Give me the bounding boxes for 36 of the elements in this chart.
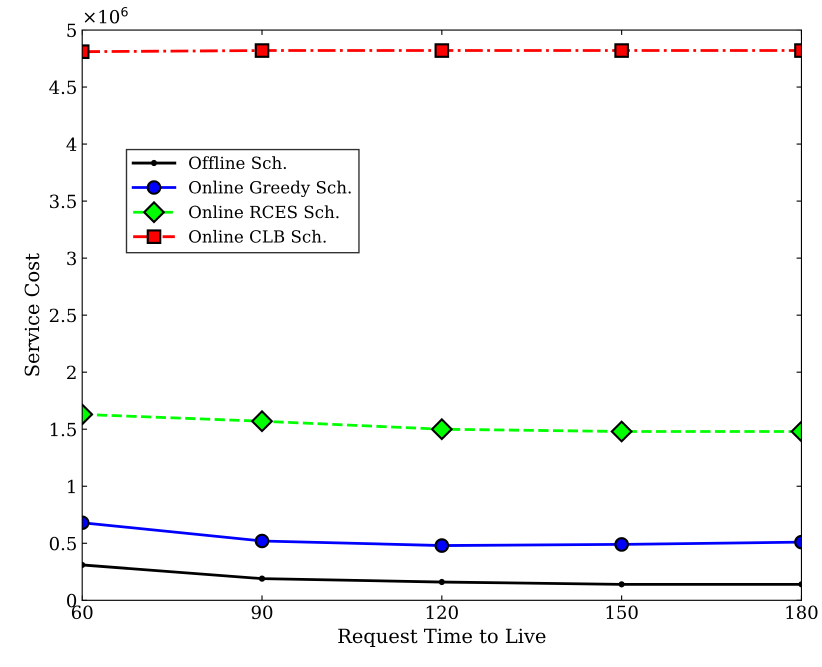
x-tick-label: 180	[786, 605, 818, 620]
legend-label: Online Greedy Sch.	[189, 180, 351, 198]
x-tick-label: 90	[252, 605, 272, 620]
point	[614, 537, 629, 552]
y-tick-label: 0	[67, 594, 76, 608]
x-tick-label: 60	[72, 605, 92, 620]
legend-label: Online RCES Sch.	[189, 205, 339, 218]
y-tick-label: 3.5	[50, 194, 76, 208]
y-tick-label: 3	[67, 252, 76, 266]
point	[258, 576, 266, 582]
point	[618, 581, 625, 588]
x-tick-label: 120	[426, 605, 458, 620]
point	[614, 43, 629, 58]
point	[251, 410, 273, 432]
point	[434, 538, 450, 553]
y-tick-label: 1.5	[50, 422, 76, 436]
point	[438, 578, 445, 586]
y-tick-label: 5	[67, 24, 76, 38]
y-tick-label: 4	[66, 138, 76, 151]
point	[430, 418, 453, 440]
y-tick-label: 4.5	[49, 80, 76, 94]
text: ×10$^{6}$	[84, 6, 128, 24]
point	[254, 43, 270, 58]
y-tick-label: 2	[67, 366, 76, 380]
y-tick-label: 2.5	[50, 308, 76, 322]
y-tick-label: 1	[68, 480, 75, 494]
point	[610, 420, 633, 442]
legend-label: Online CLB Sch.	[189, 230, 326, 243]
x-tick-label: 150	[606, 605, 638, 620]
point	[434, 43, 450, 58]
x-axis-title: Request Time to Live	[338, 628, 546, 648]
y-tick-label: 0.5	[50, 536, 76, 550]
point	[254, 534, 270, 548]
legend-label: Offline Sch.	[189, 156, 286, 170]
line-series	[82, 562, 802, 588]
y-axis-title: Service Cost	[24, 253, 40, 376]
